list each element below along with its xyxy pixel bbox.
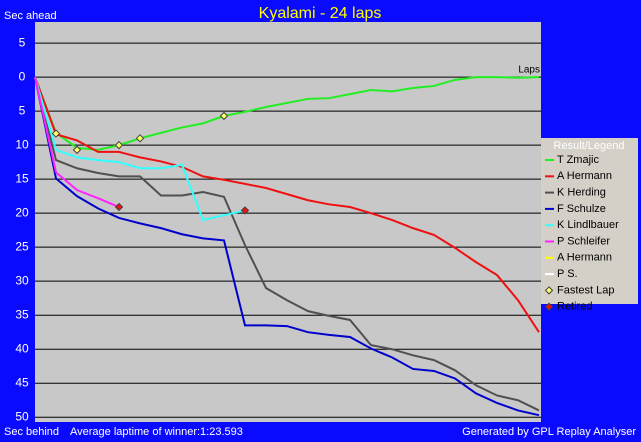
marker	[135, 134, 145, 143]
plot-area	[35, 22, 541, 422]
y-tick-label: 5	[19, 103, 26, 117]
series-line	[34, 76, 540, 412]
legend-box	[541, 138, 638, 304]
y-tick-label: 0	[19, 69, 26, 83]
marker	[72, 145, 82, 155]
legend-label: P S.	[557, 268, 578, 280]
legend-label: P Schleifer	[557, 235, 610, 247]
marker	[219, 111, 229, 121]
y-tick-label: 50	[15, 409, 29, 423]
y-tick-label: 35	[15, 307, 29, 321]
legend-title: Result/Legend	[554, 140, 625, 152]
marker	[114, 140, 124, 150]
legend-label: K Herding	[557, 187, 606, 199]
series-line	[34, 76, 120, 208]
y-tick-label: 45	[15, 375, 29, 389]
legend-marker	[544, 286, 554, 295]
x-label: Laps	[518, 65, 540, 76]
footer-left: Average laptime of winner:1:23.593	[70, 426, 243, 438]
y-label-top: Sec ahead	[4, 10, 57, 22]
footer-right: Generated by GPL Replay Analyser	[462, 426, 636, 438]
legend-marker	[544, 302, 554, 311]
chart-title: Kyalami - 24 laps	[259, 5, 382, 22]
y-label-bottom: Sec behind	[4, 426, 59, 438]
series-line	[34, 76, 540, 417]
legend-label: F Schulze	[557, 203, 606, 215]
y-tick-label: 25	[15, 239, 29, 253]
marker	[240, 206, 250, 215]
legend-label: Retired	[557, 301, 592, 313]
legend-label: A Hermann	[557, 170, 612, 182]
y-tick-label: 10	[15, 137, 29, 151]
legend-label: T Zmajic	[557, 154, 599, 166]
marker	[114, 202, 124, 212]
marker	[51, 129, 61, 138]
series-line	[34, 76, 540, 333]
legend-label: Fastest Lap	[557, 284, 614, 296]
series-line	[34, 76, 246, 222]
y-tick-label: 15	[15, 171, 29, 185]
y-tick-label: 5	[19, 35, 26, 49]
y-tick-label: 20	[15, 205, 29, 219]
legend-label: A Hermann	[557, 252, 612, 264]
y-tick-label: 30	[15, 273, 29, 287]
y-tick-label: 40	[15, 341, 29, 355]
legend-label: K Lindlbauer	[557, 219, 619, 231]
